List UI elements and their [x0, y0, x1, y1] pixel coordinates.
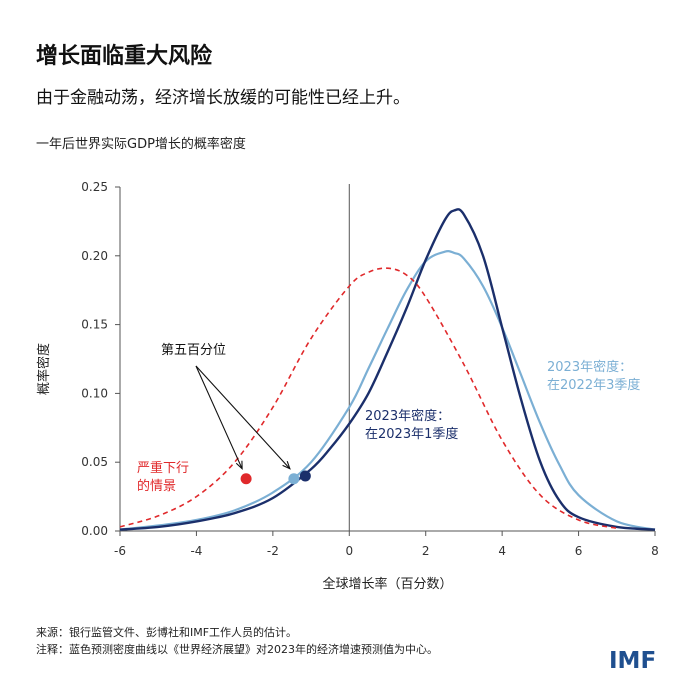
chart-title: 一年后世界实际GDP增长的概率密度	[36, 137, 246, 152]
annotation-label: 第五百分位	[161, 343, 226, 358]
series-line-2022q3	[119, 250, 656, 531]
y-tick-label: 0.20	[81, 249, 108, 263]
y-tick-label: 0.25	[81, 180, 108, 194]
y-tick-label: 0.10	[81, 386, 108, 400]
x-tick-label: 6	[575, 544, 583, 558]
series-line-downside	[119, 267, 617, 529]
series-label-downside: 的情景	[137, 478, 176, 494]
x-tick-label: 0	[345, 544, 353, 558]
footnotes: 来源：银行监管文件、彭博社和IMF工作人员的估计。 注释：蓝色预测密度曲线以《世…	[36, 624, 438, 658]
point-2022q3-p5	[288, 473, 300, 485]
x-tick-label: 4	[498, 544, 506, 558]
x-tick-label: 8	[651, 544, 659, 558]
chart-note: 注释：蓝色预测密度曲线以《世界经济展望》对2023年的经济增速预测值为中心。	[36, 643, 438, 656]
y-axis-label: 概率密度	[36, 343, 52, 395]
x-tick-label: -4	[190, 544, 202, 558]
series-label-2022q3: 2023年密度：	[547, 359, 632, 375]
x-tick-label: -6	[114, 544, 126, 558]
y-tick-label: 0.00	[81, 524, 108, 538]
annotation-arrowhead	[282, 460, 291, 470]
annotation-arrow	[195, 365, 243, 469]
page-title: 增长面临重大风险	[36, 44, 213, 69]
source-note: 来源：银行监管文件、彭博社和IMF工作人员的估计。	[36, 626, 298, 639]
y-tick-label: 0.15	[81, 318, 108, 332]
point-2023q1-p5	[299, 470, 311, 482]
x-axis-label: 全球增长率（百分数）	[322, 576, 452, 592]
y-tick-label: 0.05	[81, 455, 108, 469]
series-label-2023q1: 在2023年1季度	[365, 426, 458, 442]
point-downside-p5	[240, 473, 252, 485]
annotation-arrow	[195, 365, 291, 470]
page-subtitle: 由于金融动荡，经济增长放缓的可能性已经上升。	[36, 88, 410, 108]
x-tick-label: -2	[267, 544, 279, 558]
series-line-2023q1	[119, 208, 656, 531]
series-label-2022q3: 在2022年3季度	[547, 377, 640, 393]
annotation-arrowhead	[235, 460, 243, 471]
x-tick-label: 2	[422, 544, 430, 558]
series-label-downside: 严重下行	[137, 460, 189, 476]
series-label-2023q1: 2023年密度：	[365, 408, 450, 424]
imf-logo: IMF	[609, 648, 657, 674]
